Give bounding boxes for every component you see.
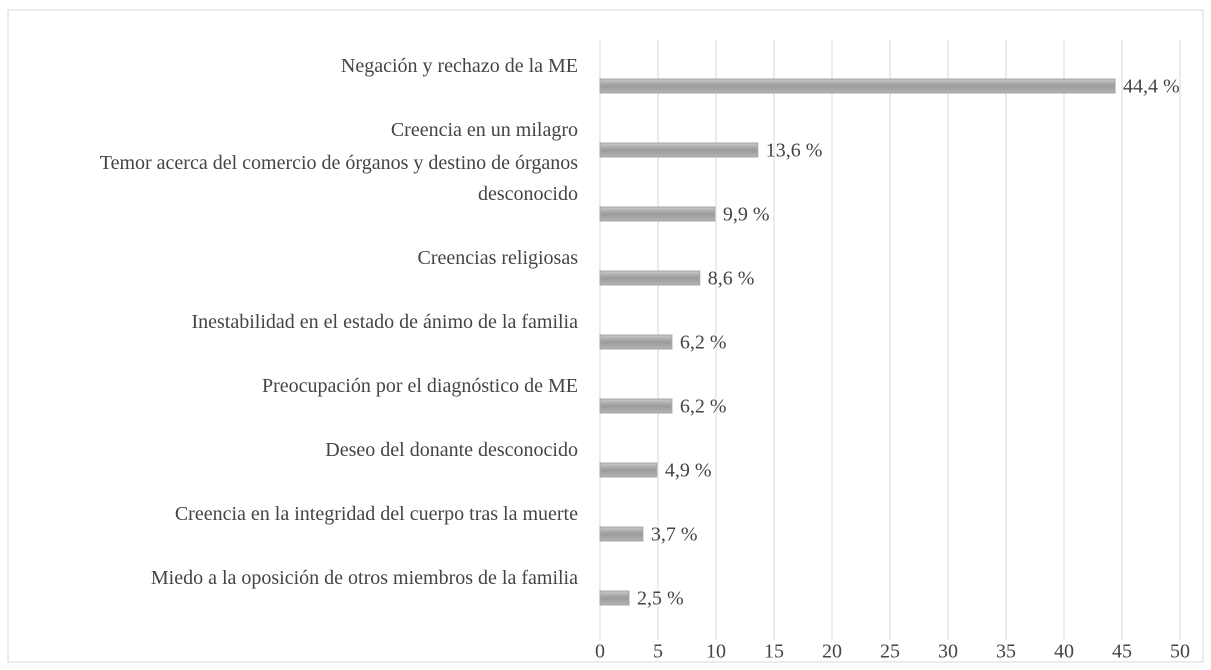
value-label: 13,6 % [766,140,823,162]
x-tick-label: 20 [822,641,842,663]
bar [599,334,673,350]
x-tick-label: 50 [1170,641,1190,663]
bar [599,590,630,606]
value-label: 8,6 % [708,268,755,290]
category-label: Inestabilidad en el estado de ánimo de l… [191,311,578,333]
category-label: Creencias religiosas [417,247,579,269]
category-label: Miedo a la oposición de otros miembros d… [150,567,578,589]
x-tick-label: 35 [996,641,1016,663]
category-label: Preocupación por el diagnóstico de ME [261,375,578,397]
x-tick-label: 10 [706,641,726,663]
value-label: 44,4 % [1123,76,1180,98]
value-label: 3,7 % [651,524,698,546]
frame [7,9,1204,663]
x-tick-label: 45 [1112,641,1132,663]
value-label: 6,2 % [680,332,727,354]
x-tick-label: 15 [764,641,784,663]
value-label: 2,5 % [637,588,684,610]
x-tick-label: 5 [653,641,663,663]
category-label: Creencia en la integridad del cuerpo tra… [174,503,578,525]
bar [599,78,1116,94]
value-label: 6,2 % [680,396,727,418]
bar [599,270,701,286]
x-tick-label: 0 [595,641,605,663]
x-tick-label: 40 [1054,641,1074,663]
category-label: Deseo del donante desconocido [325,439,578,461]
value-label: 9,9 % [723,204,770,226]
category-label: Creencia en un milagro [390,119,578,141]
bar [599,142,759,158]
x-tick-label: 30 [938,641,958,663]
bar [599,462,658,478]
value-label: 4,9 % [665,460,712,482]
bar [599,206,716,222]
category-label: Temor acerca del comercio de órganos y d… [99,152,578,205]
bar [599,398,673,414]
x-tick-label: 25 [880,641,900,663]
bar [599,526,644,542]
category-label: Negación y rechazo de la ME [340,55,578,77]
